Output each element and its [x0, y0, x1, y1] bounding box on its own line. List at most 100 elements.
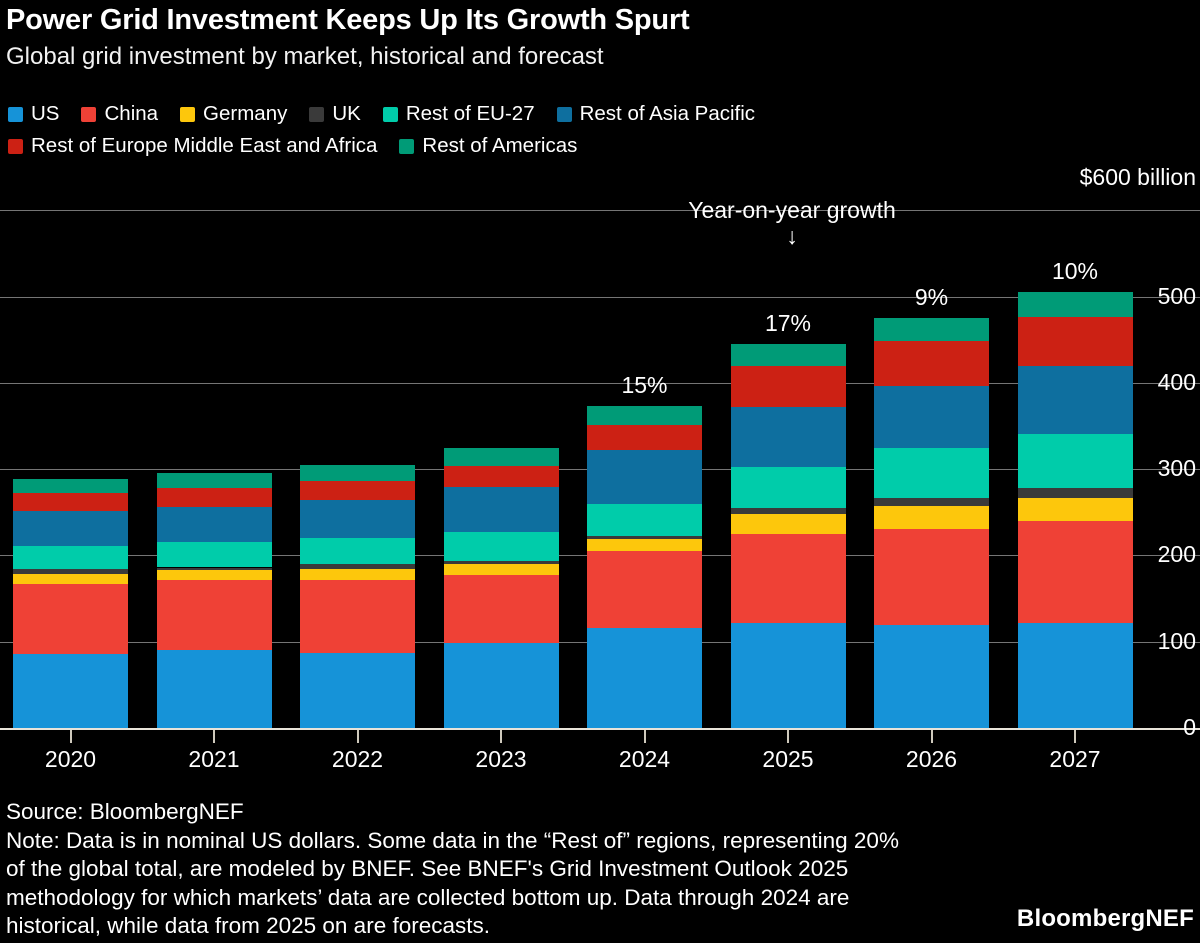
bar-segment[interactable]	[13, 569, 128, 575]
legend-swatch-icon	[8, 138, 23, 154]
y-axis-unit-label: $600 billion	[1079, 164, 1196, 190]
bar-segment[interactable]	[730, 343, 846, 367]
bar-2023[interactable]	[443, 447, 559, 728]
bar-segment[interactable]	[587, 425, 702, 451]
bar-segment[interactable]	[587, 503, 702, 536]
bar-segment[interactable]	[874, 625, 989, 728]
gridline	[0, 382, 1200, 384]
bar-2024[interactable]	[587, 406, 702, 728]
legend-item-label: Rest of Europe Middle East and Africa	[31, 134, 378, 157]
bar-segment[interactable]	[13, 653, 128, 728]
bar-segment[interactable]	[156, 542, 272, 568]
bar-segment[interactable]	[443, 447, 559, 466]
legend-item-label: Germany	[203, 102, 288, 125]
bar-segment[interactable]	[874, 318, 989, 342]
bar-segment[interactable]	[13, 493, 128, 511]
bar-segment[interactable]	[156, 650, 272, 728]
bar-segment[interactable]	[1017, 366, 1133, 434]
bar-segment[interactable]	[587, 535, 702, 540]
bar-segment[interactable]	[156, 579, 272, 651]
legend-row-2: Rest of Europe Middle East and Africa Res…	[8, 130, 1198, 162]
bar-segment[interactable]	[443, 532, 559, 561]
growth-label-2025: 17%	[764, 309, 812, 336]
bar-segment[interactable]	[874, 341, 989, 387]
legend-item[interactable]: China	[81, 103, 158, 124]
bar-2026[interactable]	[874, 318, 989, 728]
bar-segment[interactable]	[874, 506, 989, 529]
bar-segment[interactable]	[443, 643, 559, 728]
legend-item[interactable]: Rest of Asia Pacific	[556, 103, 755, 124]
bar-2022[interactable]	[300, 464, 415, 728]
bar-segment[interactable]	[587, 551, 702, 628]
bar-segment[interactable]	[300, 538, 415, 565]
bar-segment[interactable]	[13, 478, 128, 494]
bar-2027[interactable]	[1017, 292, 1133, 728]
footer-notes: Source: BloombergNEF Note: Data is in nom…	[6, 798, 1036, 941]
y-axis-tick-label: 100	[1157, 627, 1196, 654]
bar-segment[interactable]	[300, 652, 415, 728]
bar-segment[interactable]	[730, 406, 846, 467]
bar-2025[interactable]	[730, 343, 846, 728]
legend-item[interactable]: Rest of EU-27	[382, 103, 535, 124]
bar-segment[interactable]	[1017, 497, 1133, 521]
bar-segment[interactable]	[730, 366, 846, 407]
bar-segment[interactable]	[587, 627, 702, 728]
bar-segment[interactable]	[13, 545, 128, 570]
legend-swatch-icon	[556, 106, 572, 122]
bar-segment[interactable]	[443, 487, 559, 533]
bar-segment[interactable]	[300, 579, 415, 653]
legend-item[interactable]: Rest of Europe Middle East and Africa	[8, 134, 378, 157]
bar-segment[interactable]	[1017, 433, 1133, 489]
x-axis-tickmark	[213, 730, 215, 743]
bar-segment[interactable]	[156, 472, 272, 489]
bar-segment[interactable]	[730, 507, 846, 514]
footer-line: methodology for which markets’ data are …	[6, 884, 850, 910]
bar-segment[interactable]	[300, 500, 415, 539]
bar-segment[interactable]	[13, 510, 128, 546]
legend-item[interactable]: UK	[309, 103, 361, 124]
bar-segment[interactable]	[156, 567, 272, 571]
bar-segment[interactable]	[156, 507, 272, 543]
bar-segment[interactable]	[300, 564, 415, 570]
bar-segment[interactable]	[1017, 317, 1133, 367]
bar-segment[interactable]	[300, 481, 415, 501]
bar-segment[interactable]	[443, 564, 559, 576]
bar-2021[interactable]	[156, 472, 272, 728]
bar-segment[interactable]	[587, 450, 702, 504]
bar-segment[interactable]	[443, 465, 559, 488]
bar-segment[interactable]	[300, 464, 415, 482]
x-axis-label-2022: 2022	[331, 746, 384, 772]
bar-segment[interactable]	[13, 574, 128, 584]
bar-segment[interactable]	[587, 406, 702, 426]
bar-segment[interactable]	[587, 539, 702, 552]
bar-segment[interactable]	[730, 466, 846, 508]
bar-segment[interactable]	[874, 497, 989, 507]
yoy-annotation-arrow: ↓	[786, 223, 798, 249]
bar-segment[interactable]	[874, 447, 989, 498]
bar-segment[interactable]	[730, 533, 846, 623]
bar-segment[interactable]	[300, 569, 415, 580]
legend-swatch-icon	[8, 106, 23, 122]
legend-row-1: US China Germany UK Rest of EU-27 Rest of Asi…	[8, 98, 1198, 130]
legend-item[interactable]: Rest of Americas	[399, 135, 577, 156]
bar-segment[interactable]	[13, 583, 128, 654]
bar-segment[interactable]	[156, 488, 272, 508]
bar-segment[interactable]	[1017, 520, 1133, 623]
legend-swatch-icon	[81, 106, 97, 122]
bar-segment[interactable]	[1017, 488, 1133, 498]
bar-segment[interactable]	[874, 528, 989, 626]
bar-segment[interactable]	[874, 386, 989, 448]
legend-item[interactable]: US	[8, 103, 59, 124]
legend-item[interactable]: Germany	[180, 102, 288, 125]
bar-segment[interactable]	[443, 575, 559, 644]
bar-segment[interactable]	[730, 622, 846, 728]
x-axis-tickmark	[356, 730, 359, 743]
y-axis-tick-label: 300	[1157, 455, 1196, 482]
bar-segment[interactable]	[1017, 292, 1133, 318]
bar-segment[interactable]	[156, 570, 272, 580]
bar-2020[interactable]	[13, 478, 128, 728]
legend-swatch-icon	[399, 138, 415, 154]
bar-segment[interactable]	[1017, 622, 1133, 728]
bar-segment[interactable]	[730, 513, 846, 534]
bar-segment[interactable]	[443, 560, 559, 565]
